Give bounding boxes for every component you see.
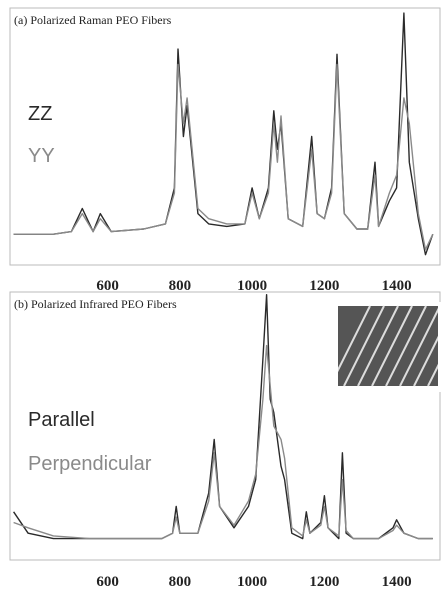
x-tick-label: 1000 <box>237 574 267 590</box>
x-tick-label: 600 <box>96 574 119 590</box>
inset-bg <box>338 306 438 386</box>
panel-title: (a) Polarized Raman PEO Fibers <box>14 13 172 27</box>
legend-label: YY <box>28 145 55 167</box>
legend-label: Parallel <box>28 409 95 431</box>
spectrum-line <box>14 13 433 255</box>
figure: (a) Polarized Raman PEO Fibers 600 800 1000… <box>0 0 443 593</box>
x-tick-label: 1400 <box>382 574 412 590</box>
x-tick-label: 800 <box>169 574 192 590</box>
sem-inset <box>320 302 443 392</box>
panel-title: (b) Polarized Infrared PEO Fibers <box>14 297 177 311</box>
legend-label: ZZ <box>28 103 52 125</box>
inset-cover <box>320 302 338 392</box>
page: {"chart_data": [ {"type": "line", "title… <box>0 0 443 593</box>
inset-cover <box>438 302 443 392</box>
x-tick-label: 1200 <box>309 574 339 590</box>
legend-label: Perpendicular <box>28 453 152 475</box>
